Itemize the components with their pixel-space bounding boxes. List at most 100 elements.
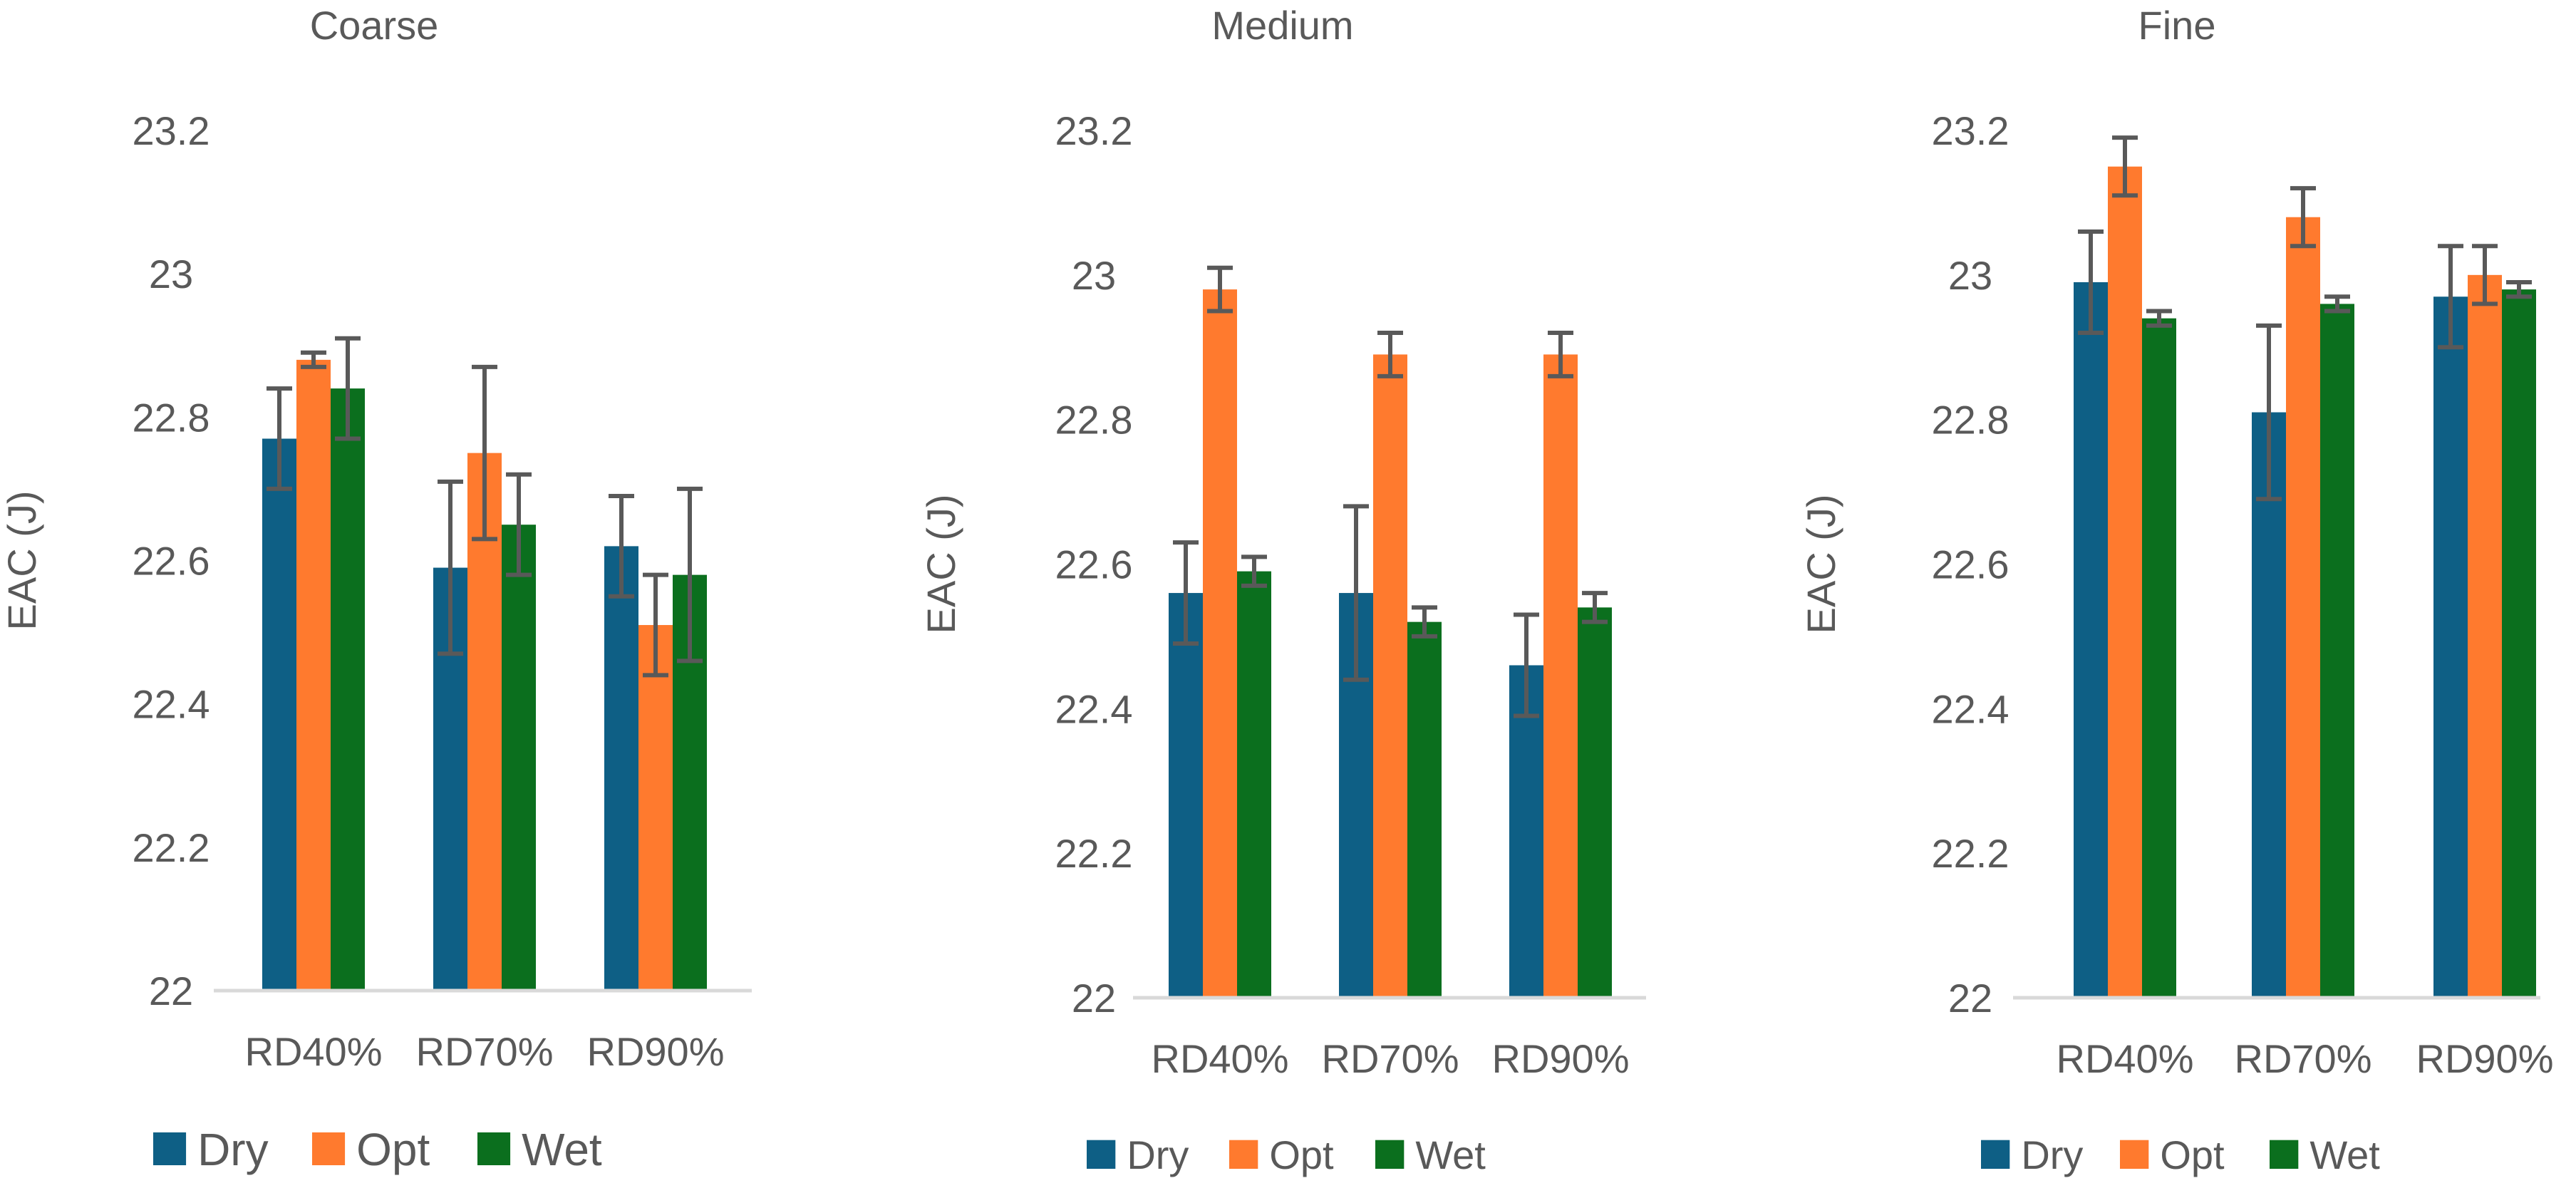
error-bar xyxy=(1343,504,1369,682)
error-bar xyxy=(643,572,668,678)
error-bar xyxy=(267,386,292,491)
chart-title: Medium xyxy=(1211,3,1353,48)
legend-label-wet: Wet xyxy=(2309,1132,2380,1177)
bar-dry xyxy=(262,438,296,991)
bar-dry xyxy=(2252,412,2286,998)
legend-label-dry: Dry xyxy=(197,1124,269,1175)
bar-wet xyxy=(2320,304,2354,998)
chart-title: Coarse xyxy=(310,3,439,48)
x-tick-label: RD90% xyxy=(2416,1036,2554,1081)
error-bar xyxy=(2472,244,2498,306)
y-tick-label: 22.4 xyxy=(1055,686,1133,731)
error-bar xyxy=(1548,330,1573,378)
legend-swatch-wet xyxy=(2270,1140,2299,1169)
y-tick-label: 22.6 xyxy=(1055,542,1133,587)
error-bar xyxy=(438,479,463,656)
error-bar xyxy=(609,493,634,599)
bar-opt xyxy=(296,359,331,991)
legend-swatch-wet xyxy=(1375,1140,1405,1169)
legend-label-dry: Dry xyxy=(2021,1132,2083,1177)
y-tick-label: 22.6 xyxy=(1932,542,2009,587)
legend-swatch-wet xyxy=(477,1132,511,1165)
y-tick-label: 22.2 xyxy=(1055,831,1133,876)
error-bar xyxy=(506,472,532,577)
legend-swatch-dry xyxy=(1087,1140,1116,1169)
error-bar xyxy=(677,486,703,664)
y-tick-label: 22 xyxy=(1948,976,1992,1021)
x-tick-label: RD70% xyxy=(416,1029,554,1074)
y-tick-label: 23 xyxy=(1948,253,1992,298)
error-bar xyxy=(2324,294,2350,314)
legend-swatch-opt xyxy=(2120,1140,2149,1169)
y-tick-label: 22.8 xyxy=(1055,398,1133,443)
error-bar xyxy=(1582,591,1608,624)
x-tick-label: RD70% xyxy=(1322,1036,1459,1081)
y-tick-label: 22.6 xyxy=(133,539,210,584)
bar-dry xyxy=(2074,282,2108,998)
y-axis-label: EAC (J) xyxy=(0,491,44,631)
bar-opt xyxy=(467,453,502,991)
error-bar xyxy=(301,350,326,369)
error-bar xyxy=(1241,554,1267,588)
error-bar xyxy=(1173,540,1199,646)
y-axis-label: EAC (J) xyxy=(1799,495,1843,634)
bar-opt xyxy=(2108,166,2142,998)
bar-dry xyxy=(2433,296,2468,998)
bar-dry xyxy=(604,546,638,991)
bar-wet xyxy=(1578,607,1612,998)
x-tick-label: RD40% xyxy=(2057,1036,2194,1081)
x-tick-label: RD90% xyxy=(587,1029,725,1074)
legend-label-dry: Dry xyxy=(1127,1132,1189,1177)
y-tick-label: 23.2 xyxy=(133,108,210,153)
y-tick-label: 23 xyxy=(1072,253,1116,298)
legend-swatch-opt xyxy=(312,1132,346,1165)
y-tick-label: 22.2 xyxy=(1932,831,2009,876)
error-bar xyxy=(2112,135,2138,198)
y-tick-label: 22 xyxy=(1072,976,1116,1021)
y-tick-label: 22.4 xyxy=(133,682,210,727)
bar-opt xyxy=(1203,289,1237,998)
error-bar xyxy=(335,336,361,441)
x-tick-label: RD70% xyxy=(2235,1036,2372,1081)
bar-opt xyxy=(1543,354,1578,998)
error-bar xyxy=(2256,323,2282,502)
error-bar xyxy=(2146,309,2172,328)
chart-panel-coarse: Coarse EAC (J) 22 22.2 22.4 22.6 22.8 23 23.2 RD4… xyxy=(0,3,752,1175)
bar-wet xyxy=(1407,621,1442,998)
legend-swatch-opt xyxy=(1229,1140,1258,1169)
error-bar xyxy=(1207,265,1233,314)
bar-dry xyxy=(1509,665,1543,998)
legend-swatch-dry xyxy=(153,1132,187,1165)
y-tick-label: 23 xyxy=(149,252,193,296)
error-bar xyxy=(2078,229,2104,335)
legend-label-opt: Opt xyxy=(2160,1132,2225,1177)
bar-wet xyxy=(2502,289,2536,998)
x-tick-label: RD90% xyxy=(1492,1036,1630,1081)
bar-opt xyxy=(2286,217,2320,998)
error-bar xyxy=(2438,244,2463,350)
bar-dry xyxy=(1169,593,1203,998)
chart-panel-fine: Fine EAC (J) 22 22.2 22.4 22.6 22.8 23 23.2 RD40%… xyxy=(1799,3,2553,1177)
y-tick-label: 23.2 xyxy=(1932,108,2009,153)
bar-opt xyxy=(1373,354,1407,998)
y-axis-label: EAC (J) xyxy=(919,495,963,634)
error-bar xyxy=(1514,612,1539,718)
y-tick-label: 23.2 xyxy=(1055,108,1133,153)
legend-label-opt: Opt xyxy=(356,1124,430,1175)
bar-wet xyxy=(502,525,536,991)
y-tick-label: 22.2 xyxy=(133,825,210,870)
bar-opt xyxy=(2468,274,2502,998)
legend-label-wet: Wet xyxy=(1415,1132,1486,1177)
bar-opt xyxy=(638,625,673,991)
error-bar xyxy=(1412,605,1437,639)
error-bar xyxy=(472,364,497,542)
error-bar xyxy=(1377,330,1403,378)
bar-wet xyxy=(2142,318,2176,998)
x-tick-label: RD40% xyxy=(245,1029,383,1074)
chart-title: Fine xyxy=(2138,3,2216,48)
legend-label-opt: Opt xyxy=(1269,1132,1334,1177)
y-tick-label: 22 xyxy=(149,969,193,1013)
y-tick-label: 22.8 xyxy=(133,395,210,440)
legend-label-wet: Wet xyxy=(522,1124,602,1175)
